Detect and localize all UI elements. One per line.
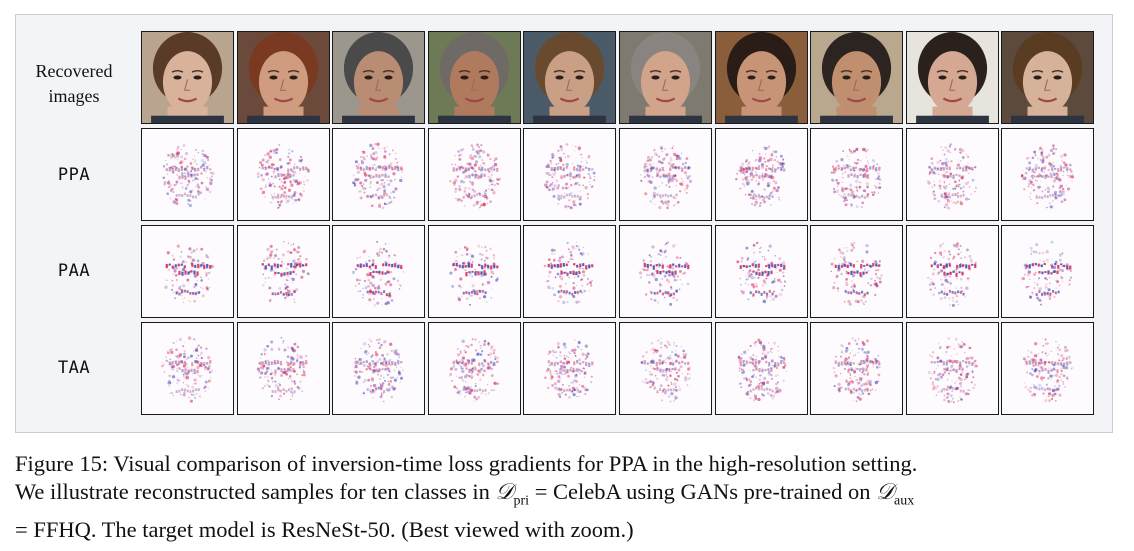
paa-gradient-map-1 <box>141 225 234 318</box>
paa-gradient-map-3 <box>332 225 426 318</box>
row-label-ppa: PPA <box>57 165 91 185</box>
caption-line1: Figure 15: Visual comparison of inversio… <box>15 451 918 476</box>
recovered-face-image-6 <box>619 31 712 124</box>
paa-gradient-map-7 <box>714 225 808 318</box>
paa-gradient-map-9 <box>905 225 999 318</box>
recovered-face-image-9 <box>905 31 999 124</box>
caption-pri-subscript: pri <box>513 493 530 509</box>
caption-aux-subscript: aux <box>894 493 915 509</box>
recovered-face-image-10 <box>1001 31 1095 124</box>
paa-gradient-map-5 <box>523 225 617 318</box>
taa-gradient-map-6 <box>619 322 712 415</box>
paa-gradient-map-6 <box>619 225 712 318</box>
recovered-face-image-4 <box>427 31 521 124</box>
recovered-face-image-3 <box>332 31 426 124</box>
ppa-gradient-map-9 <box>905 128 999 221</box>
recovered-face-image-8 <box>810 31 904 124</box>
ppa-gradient-map-2 <box>236 128 330 221</box>
paa-gradient-map-2 <box>236 225 330 318</box>
paa-gradient-map-4 <box>427 225 521 318</box>
taa-gradient-map-9 <box>905 322 999 415</box>
caption-line2-pre: We illustrate reconstructed samples for … <box>15 479 496 504</box>
ppa-gradient-map-8 <box>810 128 904 221</box>
row-label-paa: PAA <box>57 261 91 281</box>
caption-line2-mid: = CelebA using GANs pre-trained on <box>529 479 877 504</box>
caption-d-pri-symbol: 𝒟 <box>495 479 514 504</box>
row-label-recovered-images: Recovered images <box>18 59 130 109</box>
taa-gradient-map-4 <box>427 322 521 415</box>
taa-gradient-map-8 <box>810 322 904 415</box>
taa-gradient-map-2 <box>236 322 330 415</box>
taa-gradient-map-3 <box>332 322 426 415</box>
taa-gradient-map-7 <box>714 322 808 415</box>
paa-gradient-map-8 <box>810 225 904 318</box>
ppa-gradient-map-10 <box>1001 128 1095 221</box>
ppa-gradient-map-7 <box>714 128 808 221</box>
ppa-gradient-map-3 <box>332 128 426 221</box>
row-label-recovered-line1: Recovered <box>35 61 113 81</box>
figure-caption: Figure 15: Visual comparison of inversio… <box>15 450 1125 544</box>
taa-gradient-map-1 <box>141 322 234 415</box>
caption-d-aux-symbol: 𝒟 <box>876 479 895 504</box>
row-label-recovered-line2: images <box>48 86 100 106</box>
ppa-gradient-map-6 <box>619 128 712 221</box>
taa-gradient-map-5 <box>523 322 617 415</box>
ppa-gradient-map-4 <box>427 128 521 221</box>
caption-line3: = FFHQ. The target model is ResNeSt-50. … <box>15 516 634 542</box>
ppa-gradient-map-1 <box>141 128 234 221</box>
ppa-gradient-map-5 <box>523 128 617 221</box>
recovered-face-image-7 <box>714 31 808 124</box>
recovered-face-image-2 <box>236 31 330 124</box>
recovered-face-image-5 <box>523 31 617 124</box>
recovered-face-image-1 <box>141 31 234 124</box>
taa-gradient-map-10 <box>1001 322 1095 415</box>
row-label-taa: TAA <box>57 358 91 378</box>
paa-gradient-map-10 <box>1001 225 1095 318</box>
